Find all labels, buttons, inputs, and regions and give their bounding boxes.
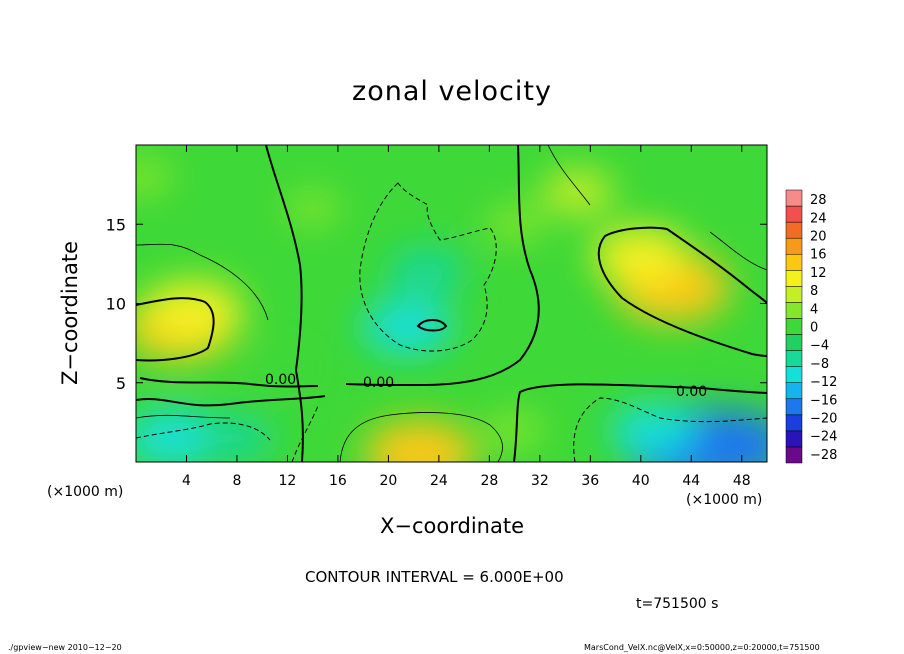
x-unit-label-right: (×1000 m) <box>686 492 763 508</box>
x-unit-label-left: (×1000 m) <box>47 484 124 500</box>
field-feature <box>263 351 312 383</box>
footer-right: MarsCond_VelX.nc@VelX,x=0:50000,z=0:2000… <box>584 643 820 652</box>
y-tick-label: 15 <box>106 215 126 234</box>
field-feature <box>485 412 544 449</box>
footer-left: ./gpview−new 2010−12−20 <box>8 643 122 652</box>
colorbar-tick-label: −12 <box>810 375 837 390</box>
contour-labels: 0.000.000.000.0012.0 <box>265 372 707 400</box>
field-feature <box>200 415 274 461</box>
colorbar-swatch <box>785 334 803 351</box>
colorbar-swatch <box>785 302 803 319</box>
contour-neg6-center <box>359 182 497 352</box>
contour-neg12-blob <box>416 319 448 332</box>
colorbar-swatch <box>785 430 803 448</box>
contour-thin-bottom <box>136 412 503 462</box>
contour-12-left <box>136 297 215 362</box>
y-axis-label: Z−coordinate <box>58 241 82 385</box>
field-feature <box>361 299 454 356</box>
x-tick-label: 36 <box>581 473 599 489</box>
x-tick-label: 16 <box>329 473 347 489</box>
x-axis: 4 8 12 16 20 24 28 32 36 40 44 48 <box>182 145 751 489</box>
x-axis-label: X−coordinate <box>380 514 524 538</box>
field-feature <box>141 280 244 343</box>
field-feature <box>285 191 340 226</box>
colorbar-tick-label: −28 <box>810 448 837 463</box>
field-feature <box>541 170 615 215</box>
colorbar-tick-label: 20 <box>810 230 827 245</box>
colorbar-swatch <box>785 414 803 432</box>
contour-lines <box>136 145 767 462</box>
contour-neg6-bottom-right <box>573 397 767 462</box>
x-tick-label: 24 <box>430 473 448 489</box>
field-feature <box>485 206 544 243</box>
contour-thin-upper-left <box>136 243 269 321</box>
colorbar-swatch <box>785 253 803 271</box>
colorbar-tick-label: −8 <box>810 357 829 372</box>
x-tick-label: 40 <box>632 473 650 489</box>
colorbar-tick-label: −4 <box>810 339 829 354</box>
x-tick-label: 28 <box>480 473 498 489</box>
contour-zero-left-low <box>136 395 326 407</box>
colorbar-swatch <box>785 350 803 367</box>
x-tick-label: 4 <box>182 473 191 489</box>
y-tick-label: 10 <box>106 295 126 314</box>
field-feature <box>609 403 698 457</box>
y-tick-label: 5 <box>116 374 126 393</box>
colorbar-swatch <box>785 446 803 464</box>
x-tick-label: 12 <box>279 473 297 489</box>
field-feature <box>136 408 223 462</box>
colorbar: 28 24 20 16 12 8 4 0 −4 −8 −12 −16 −20 −24 −28 <box>785 189 837 464</box>
contour-neg6-bottom-left <box>136 405 319 462</box>
contour-zero-left <box>265 145 304 462</box>
colorbar-tick-label: 4 <box>810 302 818 317</box>
colorbar-swatch <box>785 366 803 383</box>
contour-zero-mid <box>345 145 540 387</box>
colorbar-tick-label: −16 <box>810 393 837 408</box>
colorbar-swatch <box>785 205 803 223</box>
field-feature <box>592 226 690 286</box>
colorbar-swatch <box>785 286 803 303</box>
time-stamp: t=751500 s <box>636 596 719 612</box>
contour-label: 0.00 <box>265 372 296 388</box>
velocity-field <box>136 145 767 462</box>
colorbar-swatch <box>785 382 803 400</box>
colorbar-tick-label: 16 <box>810 248 827 263</box>
colorbar-swatch <box>785 221 803 239</box>
contour-label: 0.00 <box>363 375 394 391</box>
contour-label: 0.00 <box>676 384 707 400</box>
contour-interval-text: CONTOUR INTERVAL = 6.000E+00 <box>305 568 564 586</box>
field-blobs <box>136 158 767 462</box>
colorbar-swatch <box>785 189 803 207</box>
x-tick-label: 20 <box>379 473 397 489</box>
contour-12-right <box>597 226 767 357</box>
colorbar-swatch <box>785 398 803 416</box>
contour-zero-bottom <box>139 377 767 462</box>
colorbar-swatch <box>785 270 803 287</box>
colorbar-swatch <box>785 318 803 335</box>
colorbar-tick-label: 8 <box>810 284 818 299</box>
field-feature <box>136 158 172 195</box>
field-feature <box>387 247 466 296</box>
x-tick-label: 8 <box>232 473 241 489</box>
colorbar-tick-label: 0 <box>810 321 818 336</box>
field-feature <box>364 420 476 462</box>
colorbar-tick-label: 24 <box>810 211 827 226</box>
colorbar-tick-label: 12 <box>810 266 827 281</box>
colorbar-tick-label: 28 <box>810 193 827 208</box>
x-tick-label: 48 <box>733 473 751 489</box>
x-tick-label: 44 <box>682 473 700 489</box>
x-tick-label: 32 <box>531 473 549 489</box>
chart-title: zonal velocity <box>352 76 552 107</box>
contour-thin-right <box>547 145 767 271</box>
colorbar-tick-label: −20 <box>810 412 837 427</box>
colorbar-swatch <box>785 237 803 255</box>
y-axis: 5 10 15 <box>106 215 767 393</box>
colorbar-tick-label: −24 <box>810 430 837 445</box>
